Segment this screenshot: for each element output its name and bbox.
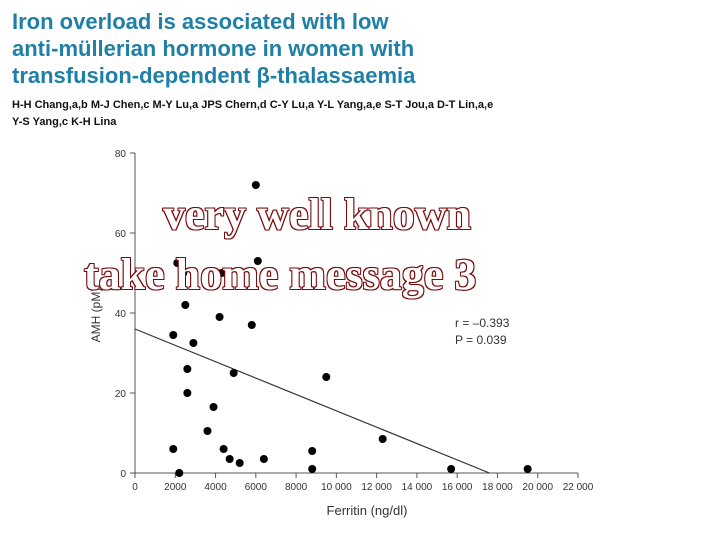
data-point	[447, 465, 456, 473]
x-tick-label: 8000	[285, 482, 308, 493]
x-tick-label: 22 000	[563, 482, 594, 493]
y-tick-label: 0	[120, 469, 126, 480]
data-point	[253, 257, 262, 265]
data-point	[251, 181, 260, 189]
data-point	[247, 321, 256, 329]
data-point	[308, 447, 317, 455]
data-point	[378, 435, 387, 443]
data-point	[183, 389, 192, 397]
x-tick-label: 20 000	[522, 482, 553, 493]
x-tick-label: 2000	[164, 482, 187, 493]
data-point	[523, 465, 532, 473]
paper-title: Iron overload is associated with low ant…	[12, 8, 712, 89]
data-point	[189, 339, 198, 347]
y-tick-label: 40	[115, 309, 127, 320]
title-line-2: anti-müllerian hormone in women with	[12, 36, 415, 61]
y-tick-label: 20	[115, 389, 127, 400]
data-point	[225, 455, 234, 463]
data-point	[235, 459, 244, 467]
data-point	[183, 365, 192, 373]
x-tick-label: 16 000	[442, 482, 473, 493]
title-line-3: transfusion-dependent β-thalassaemia	[12, 63, 416, 88]
data-point	[169, 445, 178, 453]
x-axis-label: Ferritin (ng/dl)	[327, 503, 408, 518]
author-line-1: H-H Chang,a,b M-J Chen,c M-Y Lu,a JPS Ch…	[12, 99, 494, 111]
data-point	[203, 427, 212, 435]
data-point	[181, 301, 190, 309]
data-point	[229, 369, 238, 377]
x-tick-label: 12 000	[361, 482, 392, 493]
data-point	[217, 269, 226, 277]
author-list: H-H Chang,a,b M-J Chen,c M-Y Lu,a JPS Ch…	[12, 97, 712, 131]
x-tick-label: 4000	[204, 482, 227, 493]
x-tick-label: 18 000	[482, 482, 513, 493]
x-tick-label: 14 000	[402, 482, 433, 493]
data-points	[169, 181, 532, 477]
y-tick-label: 80	[115, 149, 127, 160]
regression-line	[134, 328, 490, 474]
data-point	[322, 373, 331, 381]
chart-axes: 0 2000 4000 6000 8000 10 000 12 000 14 000 16 00…	[115, 149, 594, 493]
author-line-2: Y-S Yang,c K-H Lina	[12, 116, 117, 128]
data-point	[169, 331, 178, 339]
x-tick-label: 0	[132, 482, 138, 493]
data-point	[259, 455, 268, 463]
p-value-annotation: P = 0.039	[455, 333, 507, 347]
x-tick-label: 6000	[245, 482, 268, 493]
y-tick-label: 60	[115, 229, 127, 240]
y-axis-label: AMH (pM)	[89, 288, 103, 343]
data-point	[215, 313, 224, 321]
x-tick-label: 10 000	[321, 482, 352, 493]
data-point	[219, 445, 228, 453]
title-line-1: Iron overload is associated with low	[12, 9, 389, 34]
data-point	[308, 465, 317, 473]
data-point	[173, 259, 182, 267]
correlation-annotation: r = –0.393	[455, 316, 510, 330]
data-point	[179, 269, 188, 277]
data-point	[175, 469, 184, 477]
data-point	[209, 403, 218, 411]
